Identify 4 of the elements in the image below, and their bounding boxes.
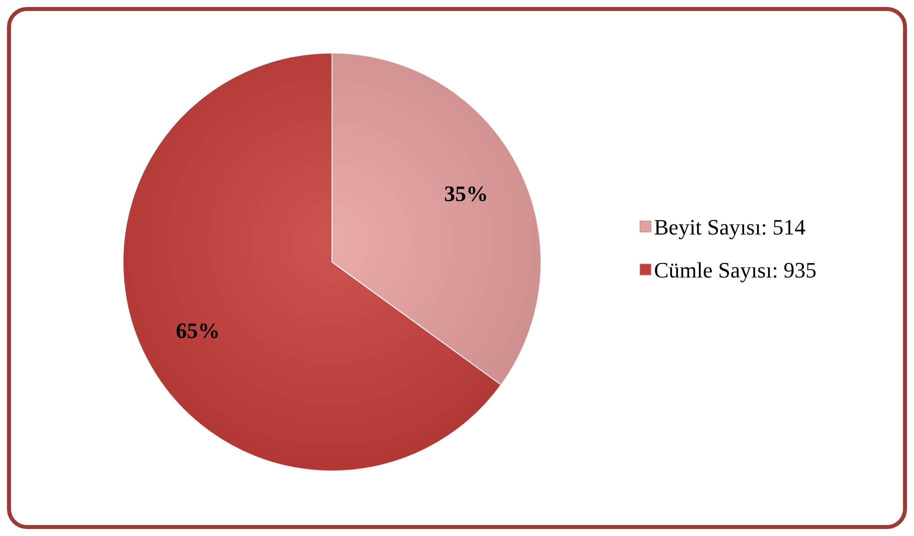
legend-label: Cümle Sayısı: 935 xyxy=(654,258,817,282)
legend-label: Beyit Sayısı: 514 xyxy=(654,214,806,240)
data-label: 35% xyxy=(444,181,488,206)
data-label: 65% xyxy=(176,318,220,343)
